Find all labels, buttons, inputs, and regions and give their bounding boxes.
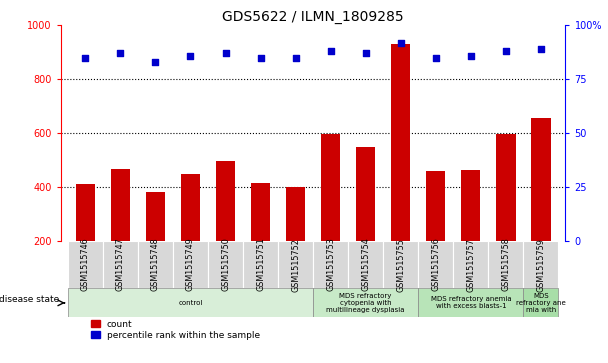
Point: [361, 50, 370, 56]
Text: GSM1515753: GSM1515753: [326, 238, 335, 291]
FancyBboxPatch shape: [383, 241, 418, 288]
Point: [151, 59, 161, 65]
Point: [116, 50, 125, 56]
Text: disease state: disease state: [0, 294, 59, 303]
FancyBboxPatch shape: [418, 241, 454, 288]
FancyBboxPatch shape: [68, 288, 313, 317]
FancyBboxPatch shape: [313, 241, 348, 288]
FancyBboxPatch shape: [68, 241, 103, 288]
Point: [80, 55, 90, 61]
Point: [256, 55, 266, 61]
Bar: [531, 118, 551, 241]
Text: GSM1515754: GSM1515754: [361, 238, 370, 291]
Point: [185, 53, 195, 58]
FancyBboxPatch shape: [313, 288, 418, 317]
FancyBboxPatch shape: [488, 241, 523, 288]
FancyBboxPatch shape: [348, 241, 383, 288]
Point: [536, 46, 546, 52]
Bar: [75, 184, 95, 241]
Bar: [496, 134, 516, 241]
FancyBboxPatch shape: [208, 241, 243, 288]
Bar: [286, 187, 305, 241]
Text: GSM1515747: GSM1515747: [116, 238, 125, 291]
Point: [291, 55, 300, 61]
Point: [326, 48, 336, 54]
Bar: [461, 170, 480, 241]
Point: [221, 50, 230, 56]
FancyBboxPatch shape: [138, 241, 173, 288]
FancyBboxPatch shape: [278, 241, 313, 288]
Text: GSM1515748: GSM1515748: [151, 238, 160, 291]
Text: GSM1515750: GSM1515750: [221, 238, 230, 291]
Text: MDS
refractory ane
mia with: MDS refractory ane mia with: [516, 293, 566, 313]
FancyBboxPatch shape: [418, 288, 523, 317]
Text: GSM1515752: GSM1515752: [291, 238, 300, 291]
FancyBboxPatch shape: [243, 241, 278, 288]
Text: GSM1515755: GSM1515755: [396, 238, 405, 291]
Bar: [356, 147, 375, 241]
Title: GDS5622 / ILMN_1809285: GDS5622 / ILMN_1809285: [223, 11, 404, 24]
Text: GSM1515749: GSM1515749: [186, 238, 195, 291]
Bar: [251, 183, 270, 241]
Bar: [426, 171, 446, 241]
Point: [396, 40, 406, 45]
Text: GSM1515756: GSM1515756: [431, 238, 440, 291]
FancyBboxPatch shape: [454, 241, 488, 288]
FancyBboxPatch shape: [523, 241, 558, 288]
Bar: [181, 174, 200, 241]
FancyBboxPatch shape: [103, 241, 138, 288]
Bar: [146, 192, 165, 241]
Point: [431, 55, 441, 61]
Text: GSM1515751: GSM1515751: [256, 238, 265, 291]
Text: GSM1515757: GSM1515757: [466, 238, 475, 291]
Text: GSM1515759: GSM1515759: [536, 238, 545, 291]
Bar: [321, 134, 340, 241]
Bar: [111, 169, 130, 241]
FancyBboxPatch shape: [523, 288, 558, 317]
Bar: [391, 44, 410, 241]
Bar: [216, 160, 235, 241]
Point: [466, 53, 475, 58]
Text: GSM1515758: GSM1515758: [502, 238, 510, 291]
Legend: count, percentile rank within the sample: count, percentile rank within the sample: [91, 320, 260, 340]
FancyBboxPatch shape: [173, 241, 208, 288]
Point: [501, 48, 511, 54]
Text: control: control: [178, 300, 202, 306]
Text: MDS refractory
cytopenia with
multilineage dysplasia: MDS refractory cytopenia with multilinea…: [326, 293, 405, 313]
Text: MDS refractory anemia
with excess blasts-1: MDS refractory anemia with excess blasts…: [430, 296, 511, 309]
Text: GSM1515746: GSM1515746: [81, 238, 90, 291]
